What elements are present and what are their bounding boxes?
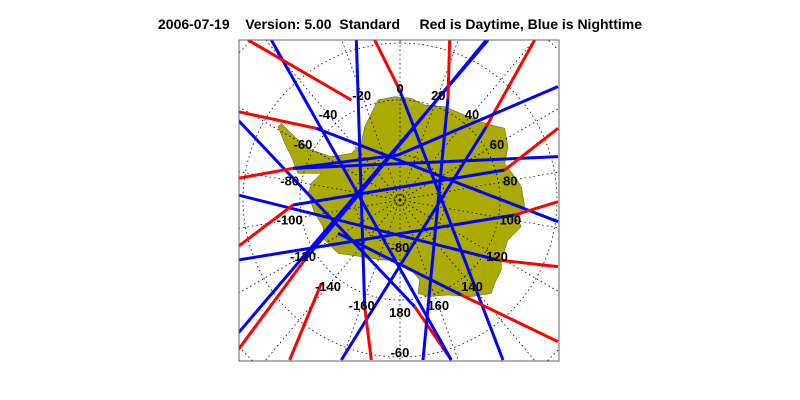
nighttime-track bbox=[239, 118, 416, 308]
nighttime-track bbox=[270, 40, 453, 361]
daytime-track bbox=[239, 259, 306, 351]
latitude-circle bbox=[239, 40, 252, 53]
latitude-circle bbox=[239, 347, 253, 361]
meridian-line bbox=[404, 107, 559, 198]
longitude-label: 20 bbox=[431, 88, 445, 103]
longitude-label: 180 bbox=[389, 305, 411, 320]
longitude-label: -100 bbox=[277, 212, 303, 227]
latitude-label: -80 bbox=[391, 240, 410, 255]
nighttime-track bbox=[292, 85, 559, 170]
meridian-line bbox=[404, 202, 559, 293]
daytime-track bbox=[363, 306, 373, 361]
longitude-label: 140 bbox=[461, 279, 483, 294]
latitude-label: -60 bbox=[391, 345, 410, 360]
longitude-label: -40 bbox=[319, 107, 338, 122]
longitude-label: -120 bbox=[290, 249, 316, 264]
antarctica-landmass bbox=[277, 96, 525, 297]
nighttime-track bbox=[292, 155, 559, 170]
daytime-track bbox=[446, 40, 452, 99]
daytime-track bbox=[239, 203, 294, 248]
meridian-line bbox=[239, 106, 396, 198]
south-pole-marker bbox=[398, 198, 402, 202]
longitude-label: 120 bbox=[486, 249, 508, 264]
daytime-track bbox=[239, 166, 294, 180]
nighttime-track bbox=[315, 126, 559, 224]
figure-title: 2006-07-19 Version: 5.00 Standard Red is… bbox=[0, 16, 800, 32]
antarctica-shape bbox=[277, 96, 525, 297]
title-date: 2006-07-19 bbox=[158, 16, 230, 32]
longitude-label: 160 bbox=[427, 298, 449, 313]
map-frame bbox=[238, 39, 560, 362]
daytime-track bbox=[497, 258, 559, 269]
nighttime-track bbox=[303, 40, 488, 261]
longitude-label: -160 bbox=[349, 298, 375, 313]
longitude-label: -60 bbox=[294, 137, 313, 152]
longitude-label: 0 bbox=[396, 81, 403, 96]
nighttime-track bbox=[337, 231, 463, 297]
longitude-label: -20 bbox=[352, 88, 371, 103]
daytime-track bbox=[514, 200, 559, 217]
daytime-track bbox=[247, 40, 353, 102]
daytime-track bbox=[239, 110, 317, 130]
meridian-line bbox=[341, 204, 399, 361]
nighttime-track bbox=[239, 213, 515, 262]
longitude-label: 80 bbox=[503, 174, 517, 189]
title-legend: Red is Daytime, Blue is Nighttime bbox=[419, 16, 643, 32]
longitude-label: 60 bbox=[490, 137, 504, 152]
longitude-label: -80 bbox=[280, 174, 299, 189]
longitude-label: 40 bbox=[465, 107, 479, 122]
longitude-label: -140 bbox=[315, 279, 341, 294]
orbit-tracks bbox=[239, 40, 559, 361]
daytime-track bbox=[460, 293, 559, 344]
meridian-line bbox=[401, 40, 459, 196]
nighttime-track bbox=[292, 168, 505, 207]
title-mode: Standard bbox=[339, 16, 401, 32]
meridian-line bbox=[341, 40, 399, 196]
daytime-track bbox=[373, 40, 402, 91]
daytime-track bbox=[288, 282, 323, 361]
title-version: Version: 5.00 bbox=[245, 16, 332, 32]
nighttime-track bbox=[354, 40, 367, 307]
nighttime-track bbox=[398, 89, 505, 361]
longitude-label: 100 bbox=[499, 212, 521, 227]
nighttime-track bbox=[239, 193, 499, 262]
daytime-track bbox=[503, 127, 559, 172]
